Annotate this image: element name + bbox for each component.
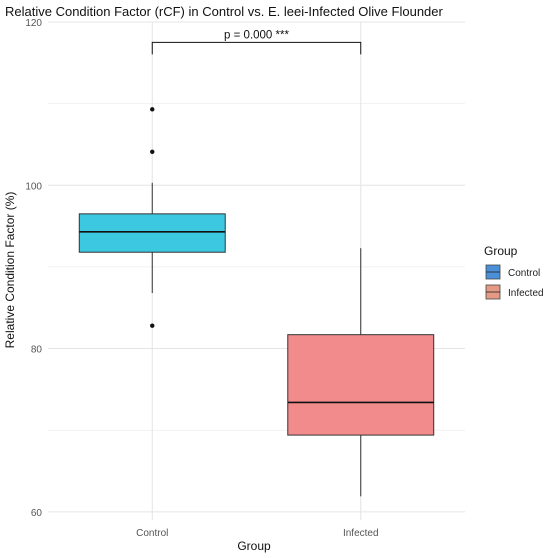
box-infected (287, 248, 435, 497)
x-tick-label: Control (136, 528, 168, 539)
y-tick-label: 80 (31, 345, 43, 356)
significance-label: p = 0.000 *** (224, 29, 289, 41)
outlier-point (150, 149, 155, 155)
legend-label: Infected (508, 288, 544, 299)
y-axis-title: Relative Condition Factor (%) (3, 192, 17, 349)
legend-item-control: Control (485, 264, 540, 280)
y-tick-label: 120 (25, 18, 42, 29)
y-axis-ticks: 60 80 100 120 (25, 18, 42, 519)
significance-annotation: p = 0.000 *** (151, 29, 362, 55)
legend-item-infected: Infected (485, 284, 544, 300)
significance-bracket (151, 41, 362, 55)
x-tick-label: Infected (343, 528, 379, 539)
y-tick-label: 100 (25, 181, 42, 192)
x-axis-ticks: Control Infected (136, 528, 378, 539)
legend-label: Control (508, 268, 540, 279)
chart-title: Relative Condition Factor (rCF) in Contr… (5, 4, 444, 19)
legend: Group Control Infected (484, 244, 544, 300)
legend-title: Group (484, 244, 518, 258)
y-tick-label: 60 (31, 508, 43, 519)
outlier-point (150, 323, 155, 328)
x-axis-title: Group (237, 539, 271, 553)
iqr-box (287, 334, 435, 436)
box-marks (78, 107, 435, 497)
iqr-box (78, 213, 226, 253)
box-control (78, 107, 226, 328)
grid (48, 21, 465, 520)
outlier-point (150, 107, 155, 112)
